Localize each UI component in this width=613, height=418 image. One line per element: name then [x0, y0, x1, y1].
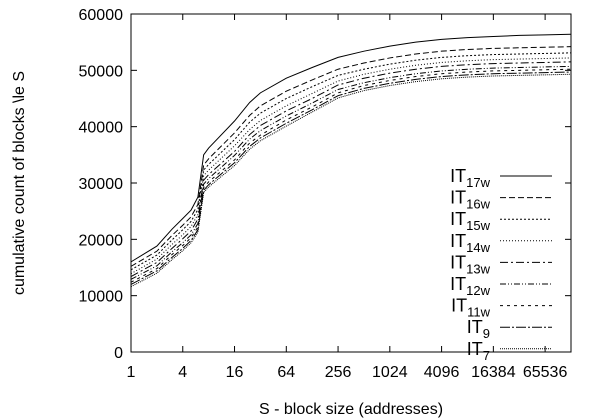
y-tick-label: 20000: [79, 232, 124, 249]
x-tick-label: 64: [277, 364, 295, 381]
series-line-it14w: [130, 57, 572, 275]
x-axis: 1 4 16 64 256 1024 4096 16384 65536: [127, 14, 568, 381]
legend-label-it9: IT9: [467, 317, 490, 341]
y-tick-label: 30000: [79, 176, 124, 193]
series-line-it16w: [130, 46, 572, 267]
legend-label-it15w: IT15w: [450, 209, 490, 233]
x-axis-title: S - block size (addresses): [259, 401, 443, 418]
x-tick-label: 65536: [523, 364, 568, 381]
legend-label-it16w: IT16w: [450, 188, 490, 212]
x-tick-label: 4: [178, 364, 187, 381]
y-tick-label: 50000: [79, 63, 124, 80]
legend-label-it12w: IT12w: [450, 274, 490, 298]
y-tick-label: 0: [114, 345, 123, 362]
series-line-it9: [130, 71, 572, 285]
y-tick-label: 60000: [79, 7, 124, 24]
series-lines: [130, 33, 572, 288]
x-tick-label: 16: [226, 364, 244, 381]
series-line-it11w: [130, 68, 572, 283]
legend-label-it13w: IT13w: [450, 252, 490, 276]
legend-label-it7: IT7: [467, 339, 490, 363]
x-tick-label: 16384: [471, 364, 516, 381]
y-axis-title: cumulative count of blocks \le S: [11, 71, 28, 295]
legend-label-it17w: IT17w: [450, 166, 490, 190]
plot-frame: [130, 13, 572, 353]
y-tick-label: 40000: [79, 120, 124, 137]
legend-label-it11w: IT11w: [451, 296, 490, 320]
series-line-it13w: [130, 61, 572, 277]
series-line-it15w: [130, 52, 572, 271]
x-tick-label: 1024: [372, 364, 408, 381]
y-tick-label: 10000: [79, 289, 124, 306]
x-tick-label: 256: [325, 364, 352, 381]
y-axis: 0 10000 20000 30000 40000 50000 60000: [79, 7, 571, 362]
series-line-it17w: [130, 33, 572, 263]
x-tick-label: 4096: [424, 364, 460, 381]
series-line-it12w: [130, 65, 572, 280]
legend-label-it14w: IT14w: [450, 231, 490, 255]
x-tick-label: 1: [127, 364, 136, 381]
series-line-it7: [130, 73, 572, 288]
legend: IT17wIT16wIT15wIT14wIT13wIT12wIT11wIT9IT…: [450, 166, 552, 363]
